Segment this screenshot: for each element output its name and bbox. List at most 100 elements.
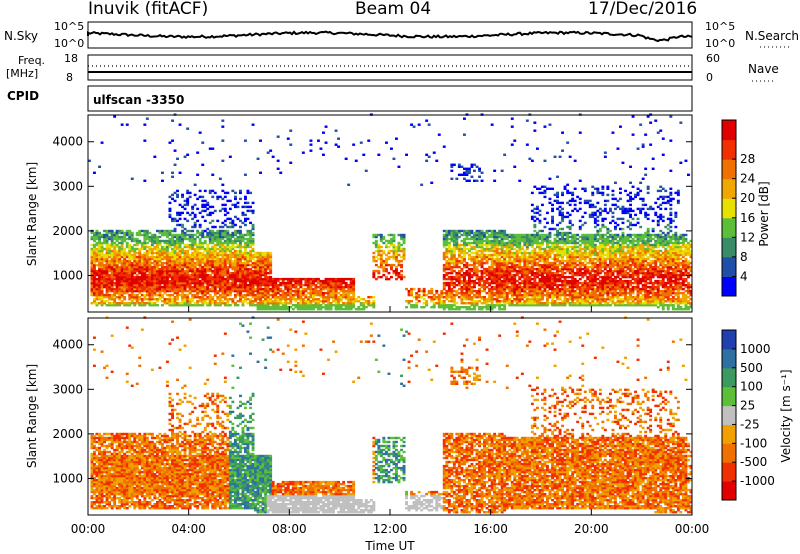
heatmap-cell xyxy=(193,265,197,269)
heatmap-cell xyxy=(473,179,476,182)
heatmap-cell xyxy=(465,167,469,170)
heatmap-cell xyxy=(120,249,124,253)
heatmap-cell xyxy=(226,287,230,291)
heatmap-cell xyxy=(241,300,245,303)
heatmap-cell xyxy=(259,265,262,269)
heatmap-cell xyxy=(105,241,109,245)
heatmap-cell xyxy=(500,253,504,257)
heatmap-cell xyxy=(249,255,252,259)
heatmap-cell xyxy=(168,271,172,275)
heatmap-cell xyxy=(362,308,366,311)
heatmap-cell xyxy=(548,283,552,287)
heatmap-cell xyxy=(342,291,346,295)
heatmap-cell xyxy=(528,285,532,289)
heatmap-cell xyxy=(407,289,411,293)
heatmap-cell xyxy=(563,259,567,263)
heatmap-cell xyxy=(130,245,134,249)
heatmap-cell xyxy=(563,281,567,285)
heatmap-cell xyxy=(291,285,295,289)
heatmap-cell xyxy=(510,233,514,237)
heatmap-cell xyxy=(100,255,104,259)
heatmap-cell xyxy=(266,296,270,299)
heatmap-cell xyxy=(125,287,129,291)
heatmap-cell xyxy=(196,231,200,235)
heatmap-cell xyxy=(548,263,552,267)
heatmap-cell xyxy=(163,275,167,279)
heatmap-cell xyxy=(145,259,149,263)
heatmap-cell xyxy=(493,285,497,289)
heatmap-cell xyxy=(503,285,507,289)
heatmap-cell xyxy=(468,281,471,285)
heatmap-cell xyxy=(161,265,164,269)
heatmap-cell xyxy=(493,269,497,273)
heatmap-cell xyxy=(470,273,474,277)
heatmap-cell xyxy=(138,285,142,289)
heatmap-cell xyxy=(103,233,106,237)
heatmap-cell xyxy=(337,137,340,140)
heatmap-cell xyxy=(488,287,491,291)
heatmap-cell xyxy=(264,259,268,263)
heatmap-cell xyxy=(508,269,512,273)
heatmap-cell xyxy=(211,205,215,209)
heatmap-cell xyxy=(115,271,119,275)
heatmap-cell xyxy=(485,306,489,309)
heatmap-cell xyxy=(500,255,504,259)
heatmap-cell xyxy=(148,283,152,287)
heatmap-cell xyxy=(286,285,290,289)
heatmap-cell xyxy=(530,304,534,307)
heatmap-cell xyxy=(231,281,235,285)
heatmap-cell xyxy=(525,269,529,273)
heatmap-cell xyxy=(259,279,262,283)
heatmap-cell xyxy=(379,253,383,257)
heatmap-cell xyxy=(495,243,499,247)
heatmap-cell xyxy=(473,251,476,255)
heatmap-cell xyxy=(211,300,215,303)
heatmap-cell xyxy=(495,259,499,263)
heatmap-cell xyxy=(508,249,512,253)
heatmap-cell xyxy=(390,237,393,241)
heatmap-cell xyxy=(445,271,449,275)
heatmap-cell xyxy=(558,279,562,283)
heatmap-cell xyxy=(513,289,517,293)
heatmap-cell xyxy=(188,285,192,289)
heatmap-cell xyxy=(500,251,504,255)
heatmap-cell xyxy=(478,296,481,299)
heatmap-cell xyxy=(138,231,142,235)
heatmap-cell xyxy=(193,233,197,237)
heatmap-cell xyxy=(110,298,114,301)
heatmap-cell xyxy=(478,289,481,293)
heatmap-cell xyxy=(264,302,268,305)
heatmap-cell xyxy=(536,243,539,247)
heatmap-cell xyxy=(468,171,471,174)
heatmap-cell xyxy=(515,249,519,253)
heatmap-cell xyxy=(176,253,179,257)
heatmap-cell xyxy=(254,304,257,307)
heatmap-cell xyxy=(223,263,227,267)
heatmap-cell xyxy=(347,293,351,297)
heatmap-cell xyxy=(493,247,497,251)
heatmap-cell xyxy=(475,269,479,273)
heatmap-cell xyxy=(95,271,99,275)
heatmap-cell xyxy=(228,298,232,301)
heatmap-cell xyxy=(327,277,330,281)
heatmap-cell xyxy=(558,296,562,299)
heatmap-cell xyxy=(251,257,255,261)
heatmap-cell xyxy=(241,279,245,283)
heatmap-cell xyxy=(226,233,230,237)
heatmap-cell xyxy=(241,296,245,299)
heatmap-cell xyxy=(548,267,552,271)
heatmap-cell xyxy=(488,269,491,273)
heatmap-cell xyxy=(236,279,240,283)
heatmap-cell xyxy=(548,296,552,299)
heatmap-cell xyxy=(281,281,285,285)
heatmap-cell xyxy=(556,293,559,297)
heatmap-cell xyxy=(115,304,119,307)
heatmap-cell xyxy=(475,271,479,275)
heatmap-cell xyxy=(503,231,507,235)
heatmap-cell xyxy=(475,296,479,299)
heatmap-cell xyxy=(465,261,469,265)
heatmap-cell xyxy=(236,231,240,235)
heatmap-cell xyxy=(505,302,509,305)
heatmap-cell xyxy=(88,159,91,162)
heatmap-cell xyxy=(379,275,383,279)
